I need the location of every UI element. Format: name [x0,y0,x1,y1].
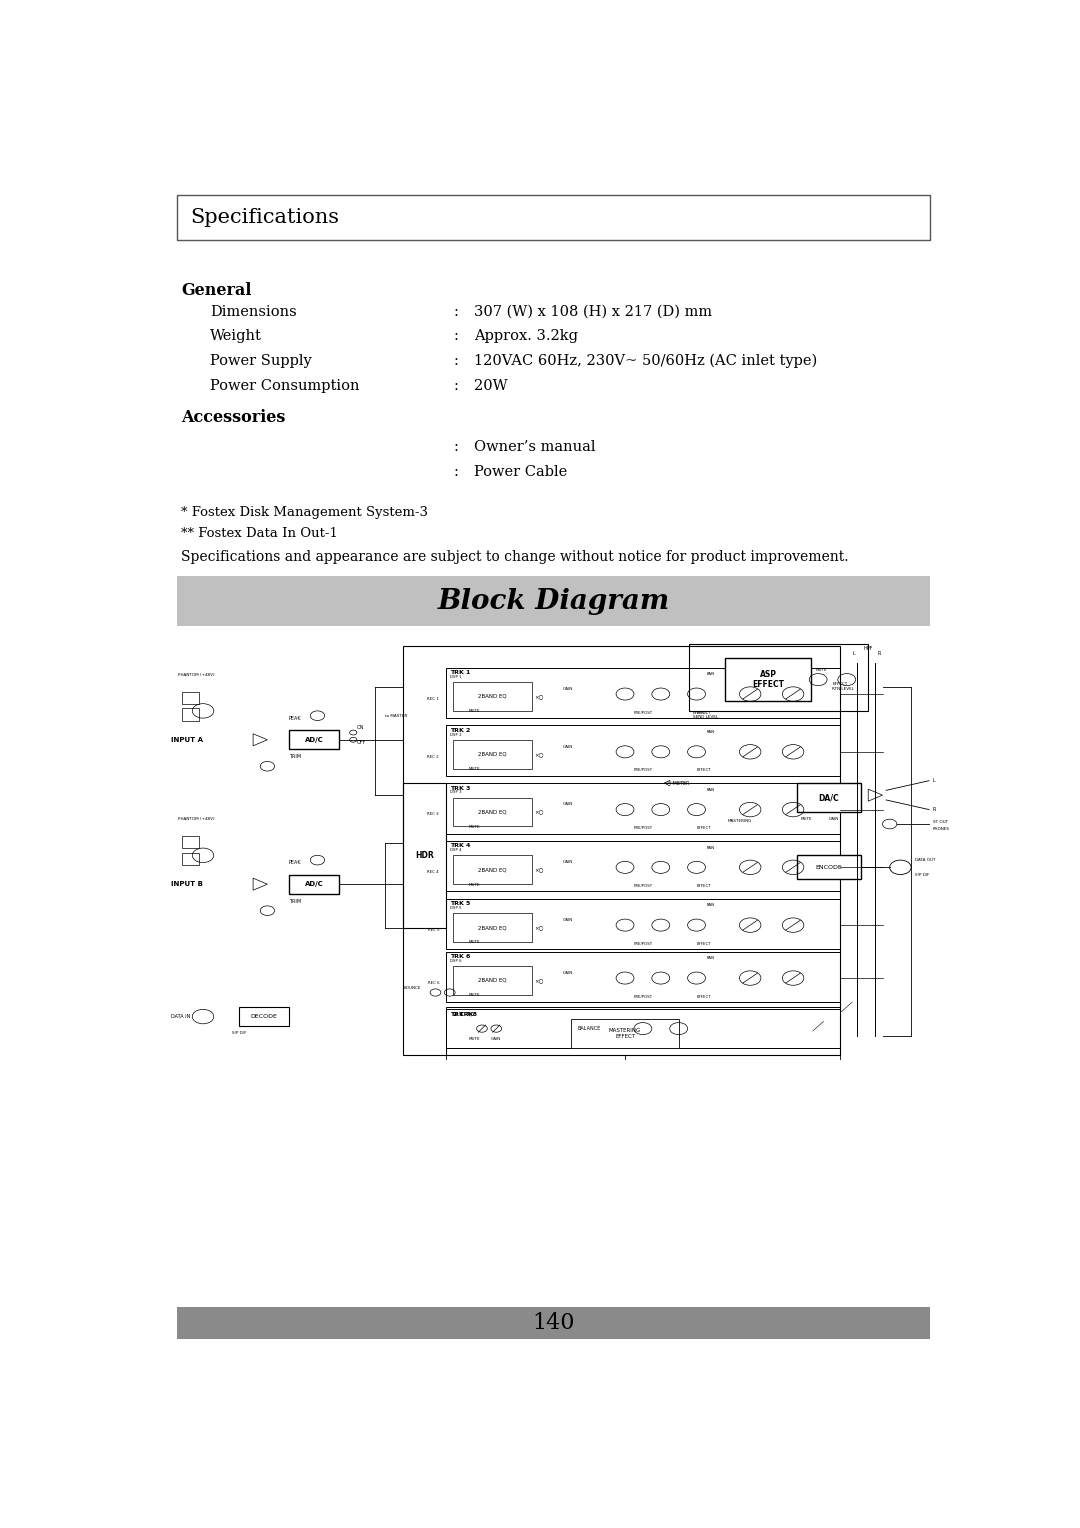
Text: 307 (W) x 108 (H) x 217 (D) mm: 307 (W) x 108 (H) x 217 (D) mm [474,304,712,318]
Text: Power Consumption: Power Consumption [211,379,360,393]
Text: :: : [454,379,458,393]
Text: ** Fostex Data In Out-1: ** Fostex Data In Out-1 [181,527,338,539]
Text: Approx. 3.2kg: Approx. 3.2kg [474,329,578,344]
FancyBboxPatch shape [177,576,930,626]
Text: Power Cable: Power Cable [474,465,567,478]
Text: Weight: Weight [211,329,262,344]
Text: 120VAC 60Hz, 230V~ 50/60Hz (AC inlet type): 120VAC 60Hz, 230V~ 50/60Hz (AC inlet typ… [474,354,818,368]
Text: Specifications: Specifications [190,208,339,228]
Text: Block Diagram: Block Diagram [437,588,670,614]
Text: * Fostex Disk Management System-3: * Fostex Disk Management System-3 [181,506,428,518]
Text: :: : [454,354,458,368]
FancyBboxPatch shape [177,196,930,240]
Text: General: General [181,283,252,299]
Text: 140: 140 [532,1313,575,1334]
Text: Accessories: Accessories [181,410,285,426]
Text: Specifications and appearance are subject to change without notice for product i: Specifications and appearance are subjec… [181,550,849,564]
Text: Dimensions: Dimensions [211,304,297,318]
Text: Owner’s manual: Owner’s manual [474,440,595,454]
Text: Power Supply: Power Supply [211,354,312,368]
FancyBboxPatch shape [177,1306,930,1339]
Text: :: : [454,304,458,318]
Text: 20W: 20W [474,379,508,393]
Text: :: : [454,440,458,454]
Text: :: : [454,465,458,478]
Text: :: : [454,329,458,344]
